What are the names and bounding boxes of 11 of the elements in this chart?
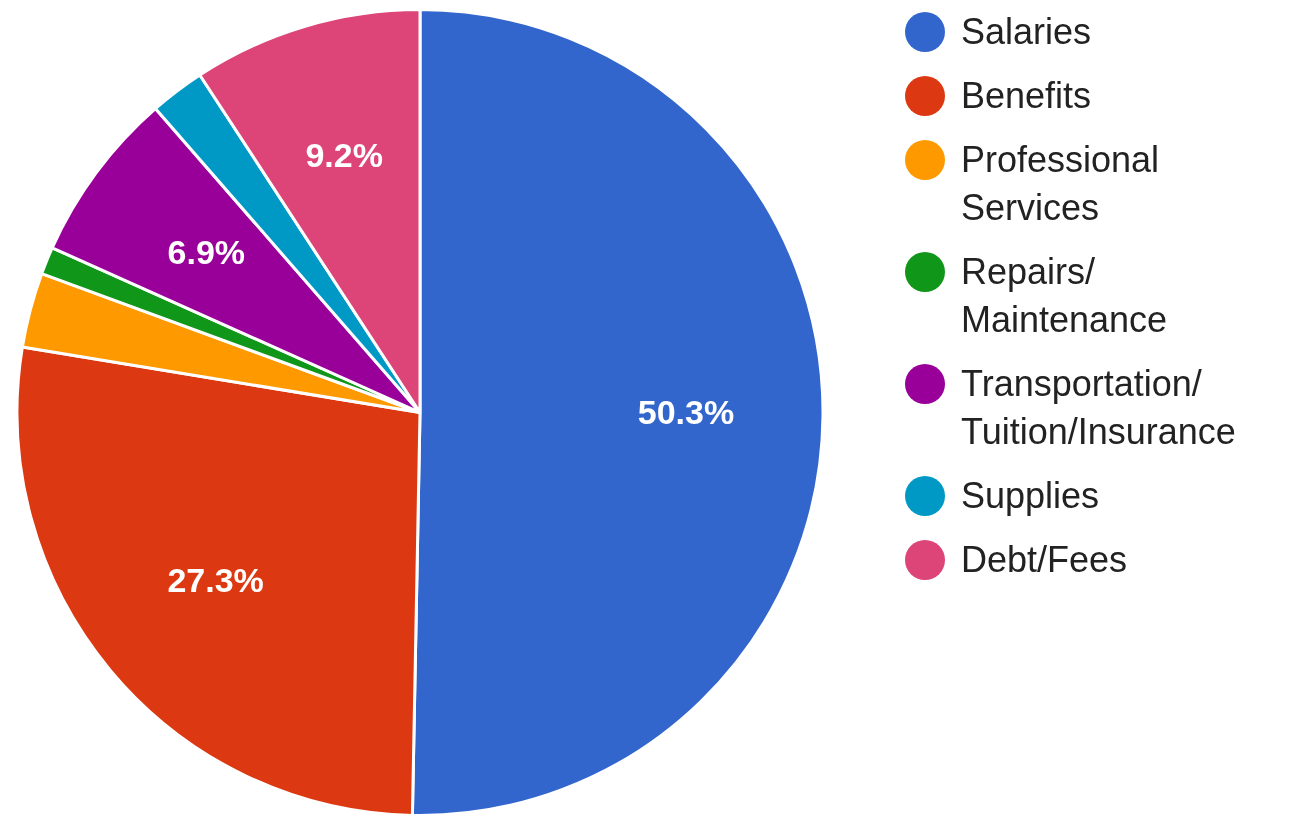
- data-label: 6.9%: [167, 232, 246, 271]
- legend-label: Repairs/ Maintenance: [961, 250, 1169, 342]
- data-label: 9.2%: [305, 135, 383, 174]
- legend-label: Transportation/ Tuition/Insurance: [961, 362, 1237, 454]
- legend-label: Debt/Fees: [961, 538, 1128, 582]
- data-label: 50.3%: [637, 393, 735, 432]
- legend-label: Salaries: [961, 10, 1092, 54]
- legend-label: Benefits: [961, 74, 1092, 118]
- data-label: 27.3%: [167, 561, 264, 600]
- legend-label: Supplies: [961, 474, 1100, 518]
- legend-label: Professional Services: [961, 138, 1161, 230]
